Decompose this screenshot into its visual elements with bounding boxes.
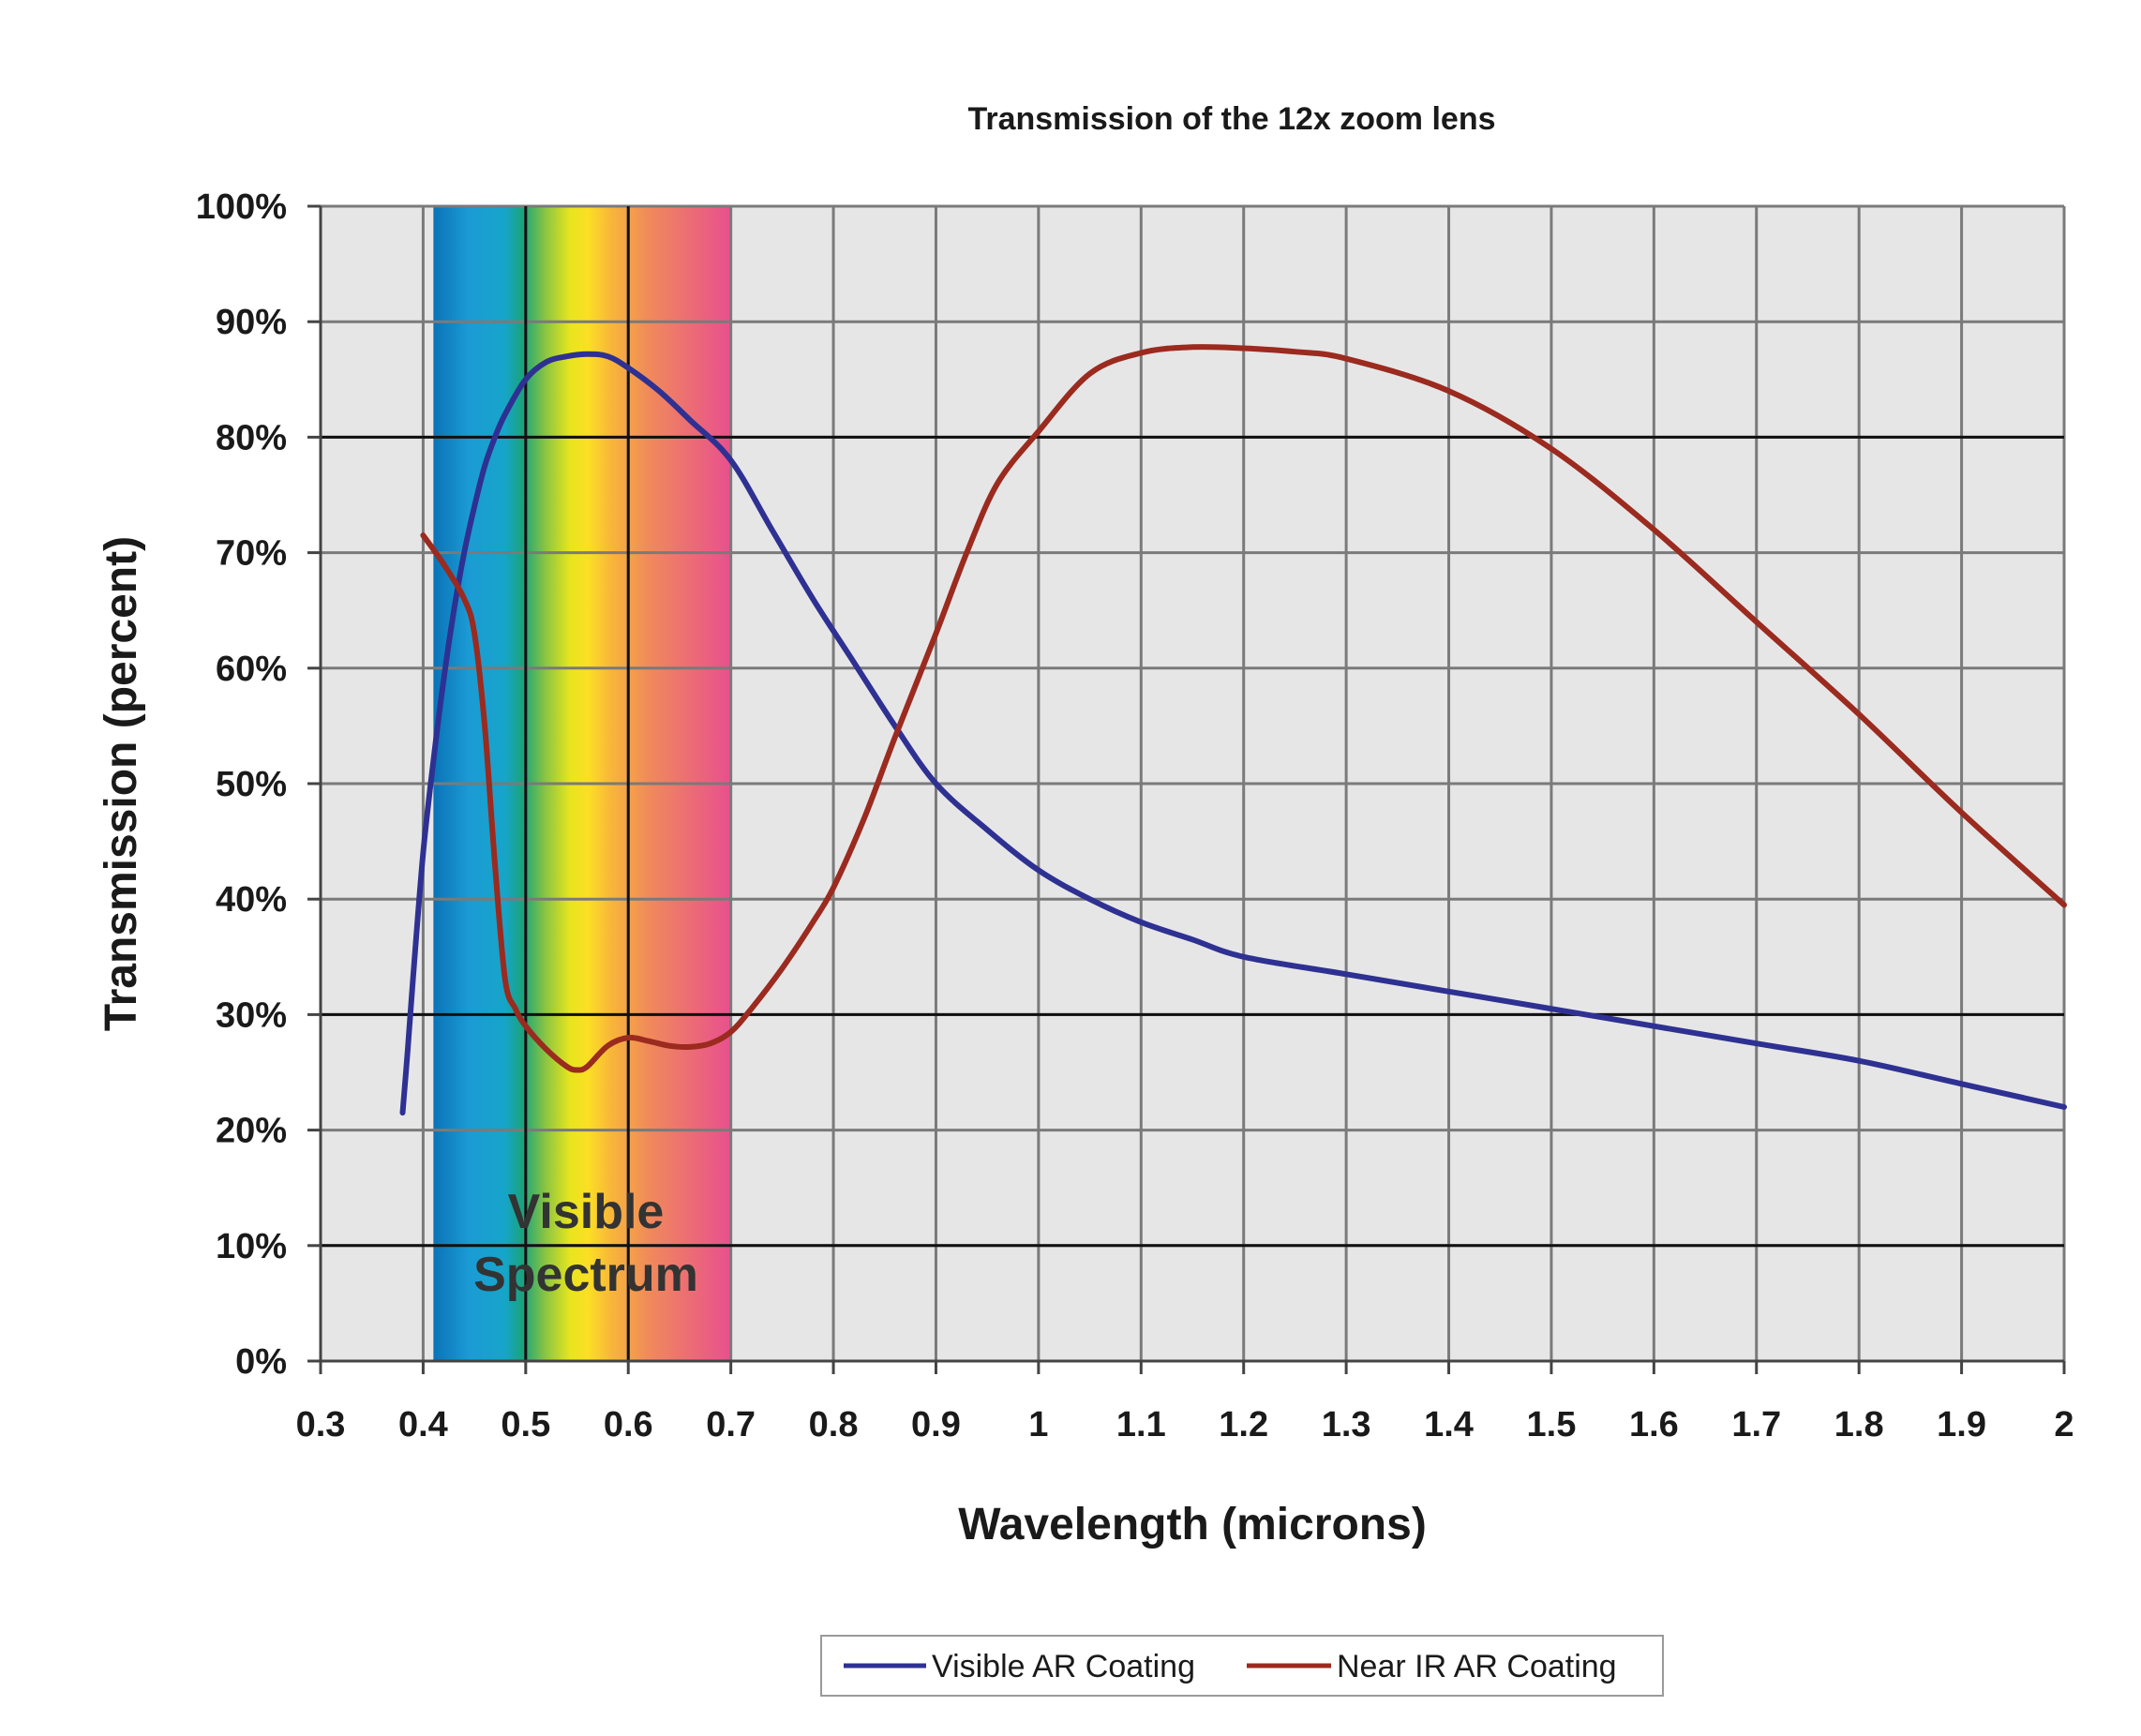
x-tick-label: 1.3 — [1322, 1405, 1371, 1444]
x-tick-label: 0.4 — [398, 1405, 448, 1444]
x-tick-label: 1.6 — [1629, 1405, 1679, 1444]
y-tick-label: 100% — [196, 187, 287, 227]
y-tick-label: 90% — [216, 303, 287, 342]
y-tick-label: 70% — [216, 534, 287, 574]
y-tick-label: 40% — [216, 880, 287, 920]
x-tick-label: 1 — [1028, 1405, 1048, 1444]
y-tick-label: 50% — [216, 765, 287, 804]
series-line-visible-ar-coating — [399, 351, 2067, 1116]
x-axis-label: Wavelength (microns) — [958, 1500, 1427, 1549]
band-label-spectrum: Spectrum — [473, 1248, 698, 1302]
y-tick-label: 20% — [216, 1112, 287, 1151]
x-tick-label: 0.5 — [501, 1405, 550, 1444]
band-label-visible: Visible — [508, 1185, 665, 1239]
x-tick-label: 2 — [2054, 1405, 2074, 1444]
y-tick-label: 0% — [235, 1342, 287, 1382]
x-axis-ticks: 0.3 0.4 0.5 0.6 0.7 0.8 0.9 1 1.1 1.2 1.3 1.4 1.5 1.6… — [296, 1361, 2074, 1444]
x-tick-label: 1.1 — [1116, 1405, 1166, 1444]
legend-label-visible-ar: Visible AR Coating — [932, 1649, 1195, 1684]
series-lines — [399, 344, 2067, 1116]
x-tick-label: 1.4 — [1424, 1405, 1474, 1444]
y-tick-label: 30% — [216, 995, 287, 1035]
y-axis-label: Transmission (percent) — [97, 536, 146, 1031]
x-tick-label: 1.2 — [1219, 1405, 1268, 1444]
chart-title: Transmission of the 12x zoom lens — [967, 101, 1495, 137]
x-tick-label: 0.8 — [809, 1405, 859, 1444]
x-tick-label: 0.9 — [911, 1405, 961, 1444]
y-axis-ticks: 0% 10% 20% 30% 40% 50% 60% 70% 80% 90% 100% — [196, 187, 321, 1382]
legend-label-near-ir-ar: Near IR AR Coating — [1337, 1649, 1617, 1684]
x-tick-label: 1.7 — [1731, 1405, 1781, 1444]
series-line-near-ir-ar-coating — [420, 344, 2067, 1073]
legend: Visible AR Coating Near IR AR Coating — [820, 1635, 1664, 1697]
x-tick-label: 0.7 — [706, 1405, 756, 1444]
x-tick-label: 0.6 — [604, 1405, 653, 1444]
legend-box — [820, 1635, 1664, 1697]
x-tick-label: 0.3 — [296, 1405, 346, 1444]
y-tick-label: 10% — [216, 1227, 287, 1266]
y-tick-label: 80% — [216, 418, 287, 457]
x-tick-label: 1.5 — [1527, 1405, 1577, 1444]
x-tick-label: 1.8 — [1834, 1405, 1884, 1444]
y-tick-label: 60% — [216, 650, 287, 689]
x-tick-label: 1.9 — [1937, 1405, 1986, 1444]
